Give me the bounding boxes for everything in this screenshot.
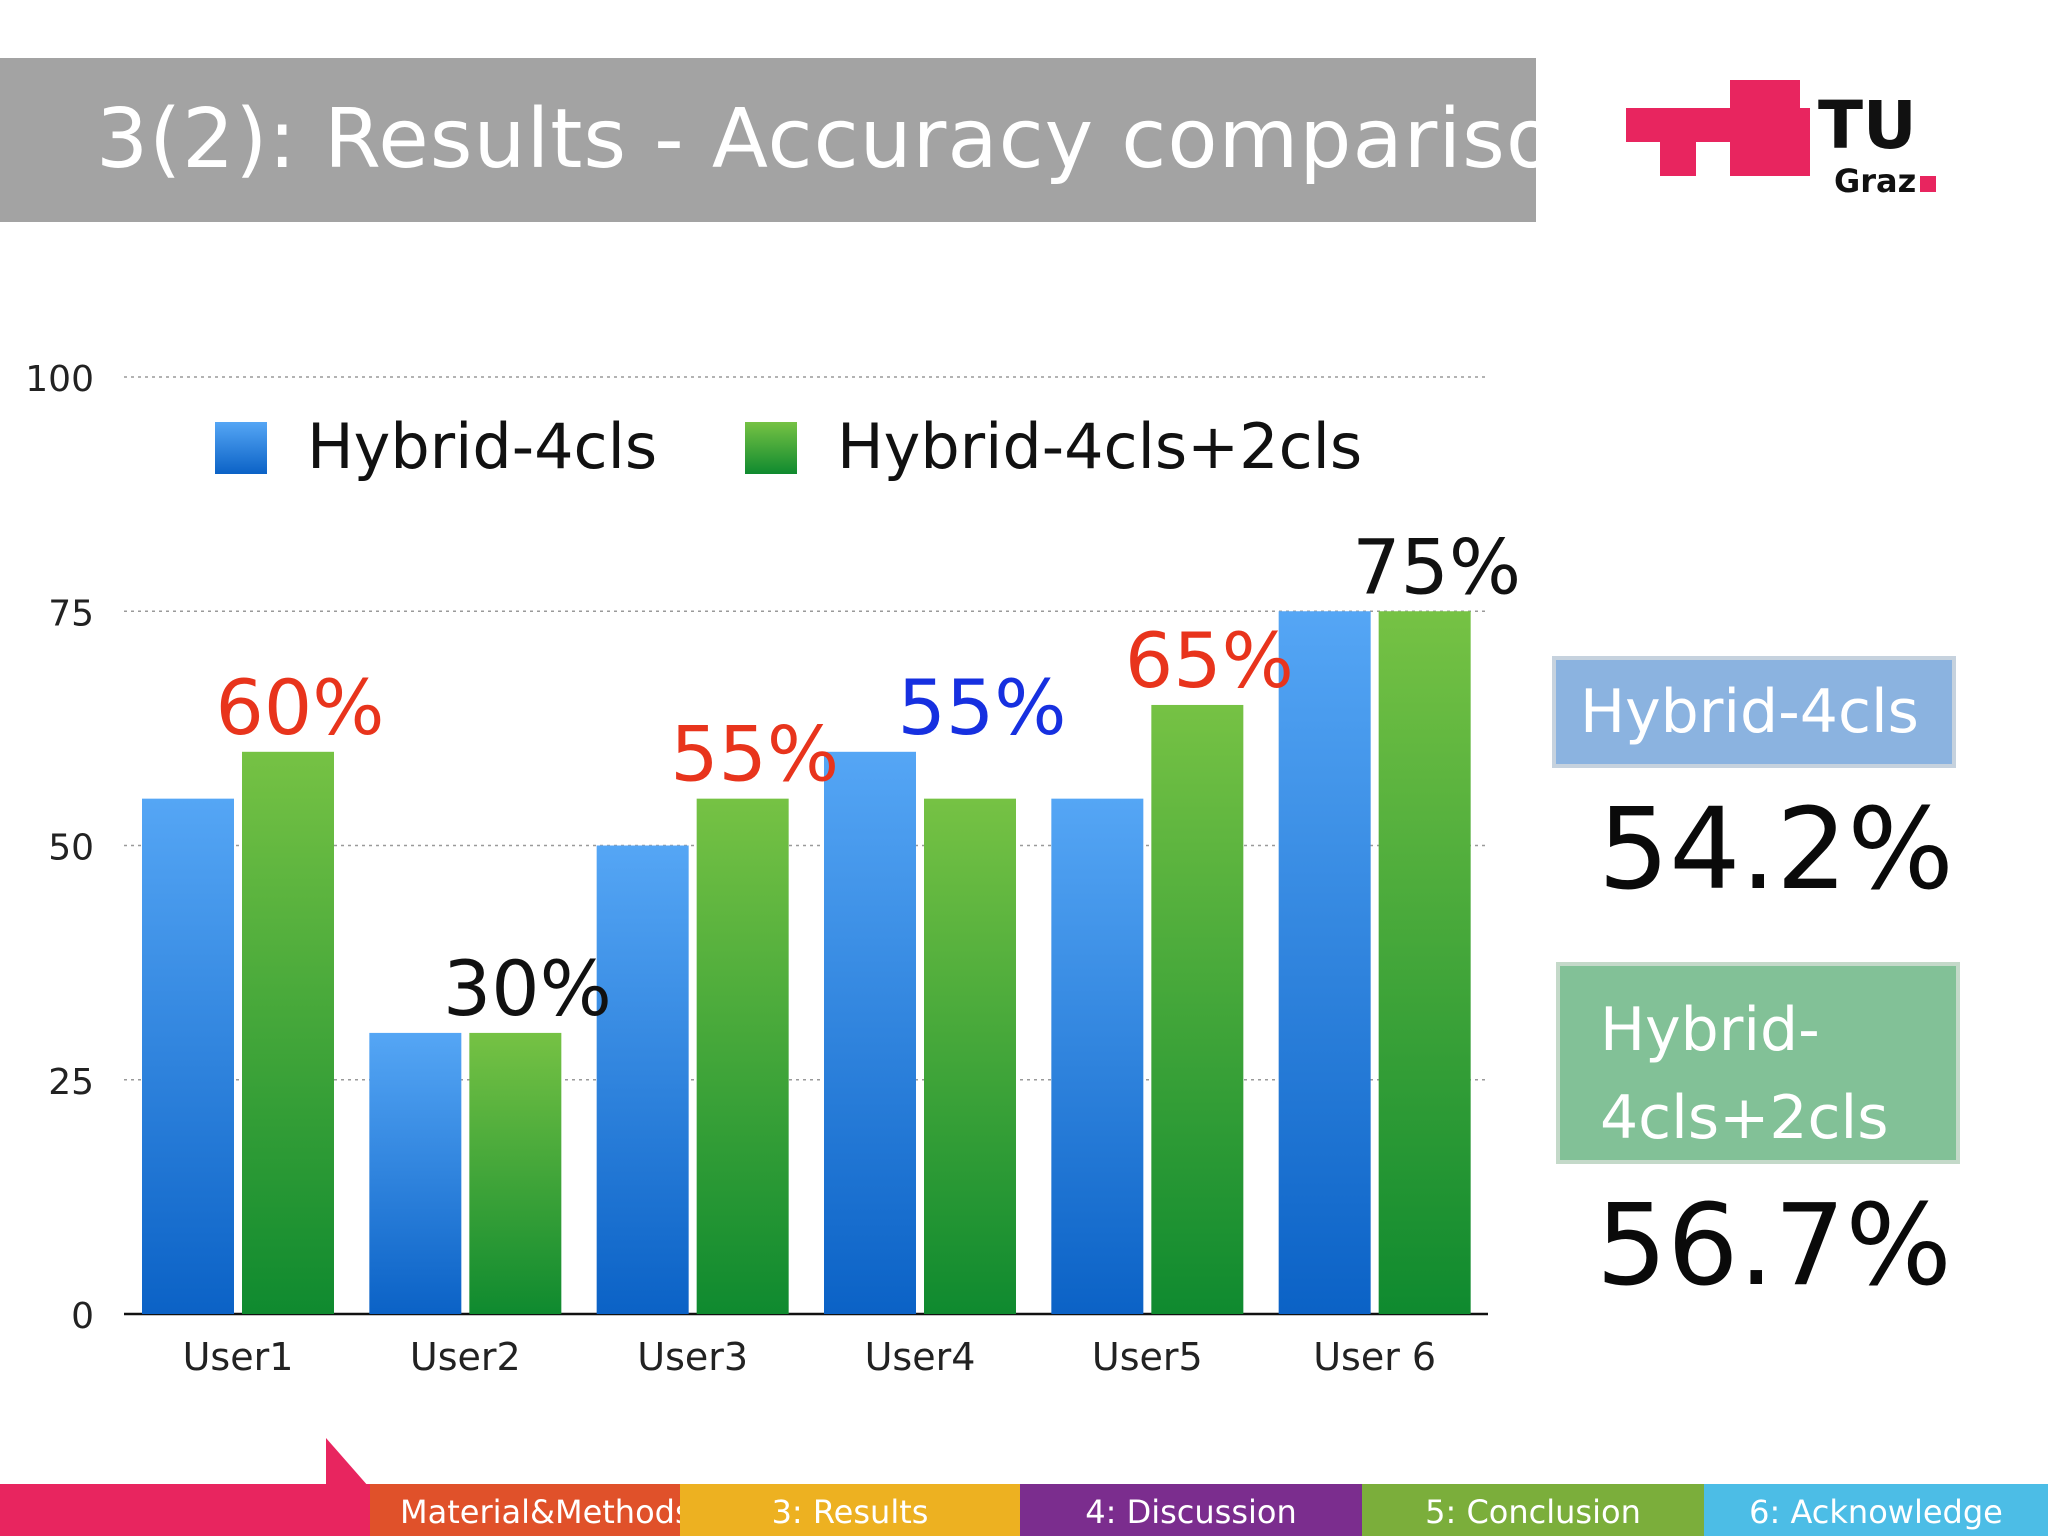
legend-swatch-blue	[215, 422, 267, 474]
nav-progress-bar	[0, 1484, 370, 1536]
nav-item-results[interactable]: 3: Results	[680, 1484, 1020, 1536]
bar-hybrid-4cls-2cls	[242, 751, 334, 1314]
legend-label: Hybrid-4cls	[307, 410, 658, 483]
bar-hybrid-4cls	[1051, 798, 1144, 1314]
data-label: 30%	[443, 944, 612, 1033]
y-tick-label: 75	[48, 593, 94, 634]
slide-title: 3(2): Results - Accuracy comparison	[96, 92, 1611, 187]
nav-item-material-methods[interactable]: Material&Methods	[370, 1484, 680, 1536]
x-tick-label: User2	[410, 1335, 521, 1379]
accuracy-bar-chart: 0 25 50 75 100 User1 60% User2 30% User3 55% User4…	[25, 359, 1521, 1379]
y-tick-label: 100	[25, 359, 94, 400]
bar-hybrid-4cls-2cls	[924, 798, 1016, 1314]
data-label: 65%	[1125, 616, 1294, 705]
title-bar: 3(2): Results - Accuracy comparison	[0, 58, 1609, 222]
logo-blocks	[1626, 80, 1936, 192]
bar-hybrid-4cls-2cls	[696, 798, 789, 1314]
bar-hybrid-4cls-2cls	[1151, 704, 1244, 1314]
data-label: 60%	[216, 663, 385, 752]
bar-hybrid-4cls-2cls	[1378, 611, 1471, 1314]
summary-value-hybrid-4cls: 54.2%	[1598, 785, 1954, 915]
summary-label-line1: Hybrid-	[1600, 995, 1820, 1065]
bar-hybrid-4cls	[369, 1032, 462, 1314]
logo-graz-text: Graz	[1834, 162, 1916, 198]
section-nav-bar: Material&Methods 3: Results 4: Discussio…	[0, 1438, 2048, 1536]
bar-hybrid-4cls-2cls	[469, 1032, 562, 1314]
logo-tu-text: TU	[1818, 87, 1917, 164]
legend-label: Hybrid-4cls+2cls	[837, 410, 1363, 483]
nav-item-acknowledge[interactable]: 6: Acknowledge	[1704, 1484, 2048, 1536]
bar-hybrid-4cls	[824, 751, 916, 1314]
nav-item-discussion[interactable]: 4: Discussion	[1020, 1484, 1362, 1536]
summary-label-hybrid-4cls: Hybrid-4cls	[1552, 656, 1956, 768]
bar-hybrid-4cls	[142, 798, 234, 1314]
x-tick-label: User 6	[1313, 1335, 1436, 1379]
summary-label-line2: 4cls+2cls	[1600, 1083, 1889, 1153]
data-label: 75%	[1352, 522, 1521, 611]
x-tick-label: User4	[865, 1335, 976, 1379]
x-tick-label: User3	[637, 1335, 748, 1379]
x-tick-label: User5	[1092, 1335, 1203, 1379]
y-tick-label: 50	[48, 828, 94, 869]
legend-swatch-green	[745, 422, 797, 474]
summary-value-hybrid-4cls-2cls: 56.7%	[1596, 1181, 1952, 1311]
tu-graz-logo: TU Graz	[1626, 80, 1936, 198]
bar-hybrid-4cls	[596, 845, 689, 1314]
nav-item-conclusion[interactable]: 5: Conclusion	[1362, 1484, 1704, 1536]
bar-hybrid-4cls	[1278, 611, 1371, 1314]
data-label: 55%	[670, 710, 839, 799]
x-tick-label: User1	[183, 1335, 294, 1379]
y-tick-label: 25	[48, 1062, 94, 1103]
y-tick-label: 0	[71, 1296, 94, 1337]
summary-label-hybrid-4cls-2cls: Hybrid- 4cls+2cls	[1556, 962, 1960, 1164]
data-label: 55%	[898, 663, 1067, 752]
